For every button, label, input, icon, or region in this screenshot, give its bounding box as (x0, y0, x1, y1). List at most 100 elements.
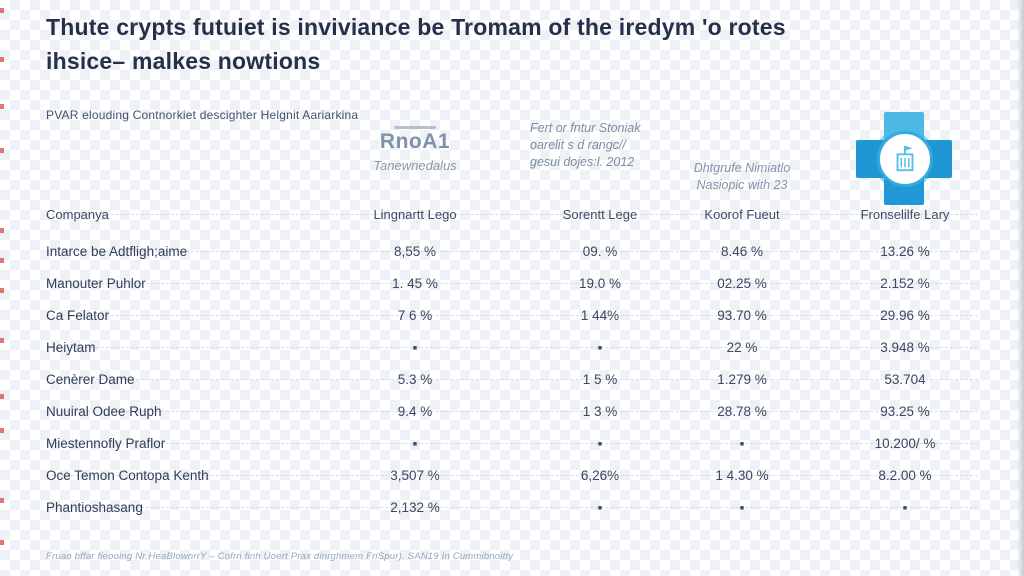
edge-mark (0, 338, 4, 343)
company-name: Cenèrer Dame (46, 372, 135, 387)
logo-tagline: Tanewnedalus (373, 158, 457, 173)
building-icon (896, 145, 914, 172)
note-line: gesui dojes:l. 2012 (530, 155, 635, 169)
partner-note-2: Dhtgrufe Nimiatlo Nasiopic with 23 (672, 160, 812, 194)
company-name: Nuuiral Odee Ruph (46, 404, 162, 419)
leader-line (46, 475, 978, 476)
company-name: Miestennofly Praflor (46, 436, 166, 451)
data-table: Companya Lingnartt Lego Sorentt Lege Koo… (0, 202, 1024, 524)
column-header: Sorentt Lege (562, 207, 638, 222)
leader-line (46, 315, 978, 316)
table-row: Miestennofly Praflor ▪ ▪ ▪ 10.200/ % (0, 428, 1024, 460)
value-cell: 1.279 % (717, 372, 767, 387)
table-row: Phantioshasang 2,132 % ▪ ▪ ▪ (0, 492, 1024, 524)
value-cell: 1 5 % (582, 372, 618, 387)
value-cell: 09. % (582, 244, 618, 259)
value-cell: 3,507 % (390, 468, 440, 483)
leader-line (46, 507, 978, 508)
edge-mark (0, 394, 4, 399)
value-cell: 2.152 % (880, 276, 930, 291)
company-name: Intarce be Adtfligh;aime (46, 244, 188, 259)
company-name: Oce Temon Contopa Kenth (46, 468, 209, 483)
leader-line (46, 347, 978, 348)
value-cell: 19.0 % (578, 276, 622, 291)
value-cell: 10.200/ % (874, 436, 936, 451)
logo-squiggle-icon (394, 126, 436, 129)
edge-mark (0, 498, 4, 503)
value-cell: 2,132 % (390, 500, 440, 515)
company-name: Manouter Puhlor (46, 276, 146, 291)
value-cell: ▪ (597, 340, 603, 355)
note-line: Fert or fntur Stoniak (530, 121, 641, 135)
value-cell: 1 44% (580, 308, 620, 323)
table-row: Heiytam ▪ ▪ 22 % 3.948 % (0, 332, 1024, 364)
company-name: Heiytam (46, 340, 96, 355)
table-row: Oce Temon Contopa Kenth 3,507 % 6,26% 1 4.3… (0, 460, 1024, 492)
leader-line (46, 283, 978, 284)
rnoa1-logo: RnoA1 Tanewnedalus (355, 126, 475, 173)
edge-mark (0, 57, 4, 62)
value-cell: 28.78 % (717, 404, 767, 419)
column-header: Companya (46, 207, 109, 222)
table-header-row: Companya Lingnartt Lego Sorentt Lege Koo… (0, 202, 1024, 228)
edge-mark (0, 258, 4, 263)
value-cell: 29.96 % (880, 308, 930, 323)
table-row: Intarce be Adtfligh;aime 8,55 % 09. % 8.46 … (0, 236, 1024, 268)
value-cell: ▪ (412, 340, 418, 355)
title-line-1: Thute crypts futuiet is inviviance be Tr… (46, 14, 786, 40)
table-row: Manouter Puhlor 1. 45 % 19.0 % 02.25 % 2.152… (0, 268, 1024, 300)
logo-name: RnoA1 (379, 130, 451, 153)
leader-line (46, 443, 978, 444)
edge-mark (0, 148, 4, 153)
value-cell: 02.25 % (717, 276, 767, 291)
table-row: Ca Felator 7 6 % 1 44% 93.70 % 29.96 % (0, 300, 1024, 332)
footnote: Fruao bffar fieooing Nr HeaBlownrrY – Co… (46, 551, 514, 562)
title-line-2: ihsice– malkes nowtions (46, 48, 321, 74)
value-cell: 9.4 % (397, 404, 433, 419)
leader-line (46, 214, 978, 215)
page-title: Thute crypts futuiet is inviviance be Tr… (46, 10, 806, 78)
edge-mark (0, 104, 4, 109)
edge-mark (0, 8, 4, 13)
column-header: Lingnartt Lego (373, 207, 457, 222)
edge-mark (0, 540, 4, 545)
value-cell: 1. 45 % (392, 276, 438, 291)
edge-mark (0, 288, 4, 293)
page-subtitle: PVAR elouding Contnorkiet descighter Hel… (46, 108, 359, 122)
edge-mark (0, 428, 4, 433)
value-cell: ▪ (412, 436, 418, 451)
note-line: Nasiopic with 23 (696, 178, 788, 192)
value-cell: ▪ (902, 500, 908, 515)
cross-circle-emblem (877, 131, 933, 187)
medical-cross-logo (856, 112, 952, 205)
value-cell: 1 3 % (582, 404, 618, 419)
value-cell: 13.26 % (880, 244, 930, 259)
value-cell: 93.25 % (880, 404, 930, 419)
company-name: Ca Felator (46, 308, 110, 323)
value-cell: ▪ (597, 436, 603, 451)
value-cell: 8.2.00 % (878, 468, 932, 483)
table-row: Nuuiral Odee Ruph 9.4 % 1 3 % 28.78 % 93.25 … (0, 396, 1024, 428)
partner-note-1: Fert or fntur Stoniak oarelit s d rangc/… (530, 120, 700, 171)
value-cell: 5.3 % (397, 372, 433, 387)
value-cell: ▪ (739, 500, 745, 515)
column-header: Koorof Fueut (704, 207, 780, 222)
value-cell: 8.46 % (720, 244, 764, 259)
note-line: Dhtgrufe Nimiatlo (693, 161, 791, 175)
company-name: Phantioshasang (46, 500, 143, 515)
column-header: Fronselilfe Lary (860, 207, 950, 222)
value-cell: 22 % (726, 340, 758, 355)
leader-line (46, 251, 978, 252)
value-cell: ▪ (739, 436, 745, 451)
value-cell: 3.948 % (880, 340, 930, 355)
table-body: Intarce be Adtfligh;aime 8,55 % 09. % 8.46 … (0, 236, 1024, 524)
value-cell: 7 6 % (397, 308, 433, 323)
value-cell: 53.704 (884, 372, 926, 387)
value-cell: 8,55 % (393, 244, 437, 259)
leader-line (46, 379, 978, 380)
edge-mark (0, 228, 4, 233)
value-cell: 1 4.30 % (715, 468, 769, 483)
value-cell: ▪ (597, 500, 603, 515)
table-row: Cenèrer Dame 5.3 % 1 5 % 1.279 % 53.704 (0, 364, 1024, 396)
